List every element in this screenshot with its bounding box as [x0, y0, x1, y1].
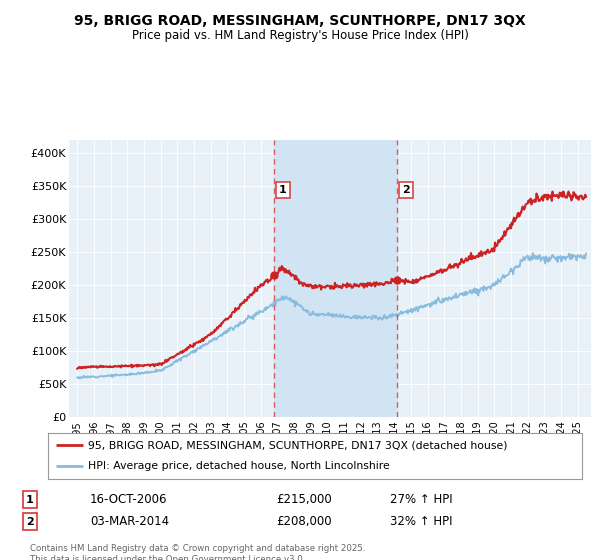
- Text: Price paid vs. HM Land Registry's House Price Index (HPI): Price paid vs. HM Land Registry's House …: [131, 29, 469, 42]
- Text: 27% ↑ HPI: 27% ↑ HPI: [390, 493, 452, 506]
- Text: £215,000: £215,000: [276, 493, 332, 506]
- Text: 32% ↑ HPI: 32% ↑ HPI: [390, 515, 452, 529]
- Text: 16-OCT-2006: 16-OCT-2006: [90, 493, 167, 506]
- Text: £208,000: £208,000: [276, 515, 332, 529]
- Bar: [274, 140, 397, 417]
- Text: 95, BRIGG ROAD, MESSINGHAM, SCUNTHORPE, DN17 3QX (detached house): 95, BRIGG ROAD, MESSINGHAM, SCUNTHORPE, …: [88, 440, 508, 450]
- Text: 2: 2: [402, 185, 410, 195]
- Text: 03-MAR-2014: 03-MAR-2014: [90, 515, 169, 529]
- Text: Contains HM Land Registry data © Crown copyright and database right 2025.
This d: Contains HM Land Registry data © Crown c…: [30, 544, 365, 560]
- Text: 95, BRIGG ROAD, MESSINGHAM, SCUNTHORPE, DN17 3QX: 95, BRIGG ROAD, MESSINGHAM, SCUNTHORPE, …: [74, 14, 526, 28]
- Text: 2: 2: [26, 517, 34, 527]
- Text: HPI: Average price, detached house, North Lincolnshire: HPI: Average price, detached house, Nort…: [88, 461, 390, 472]
- Text: 1: 1: [26, 494, 34, 505]
- Text: 1: 1: [279, 185, 287, 195]
